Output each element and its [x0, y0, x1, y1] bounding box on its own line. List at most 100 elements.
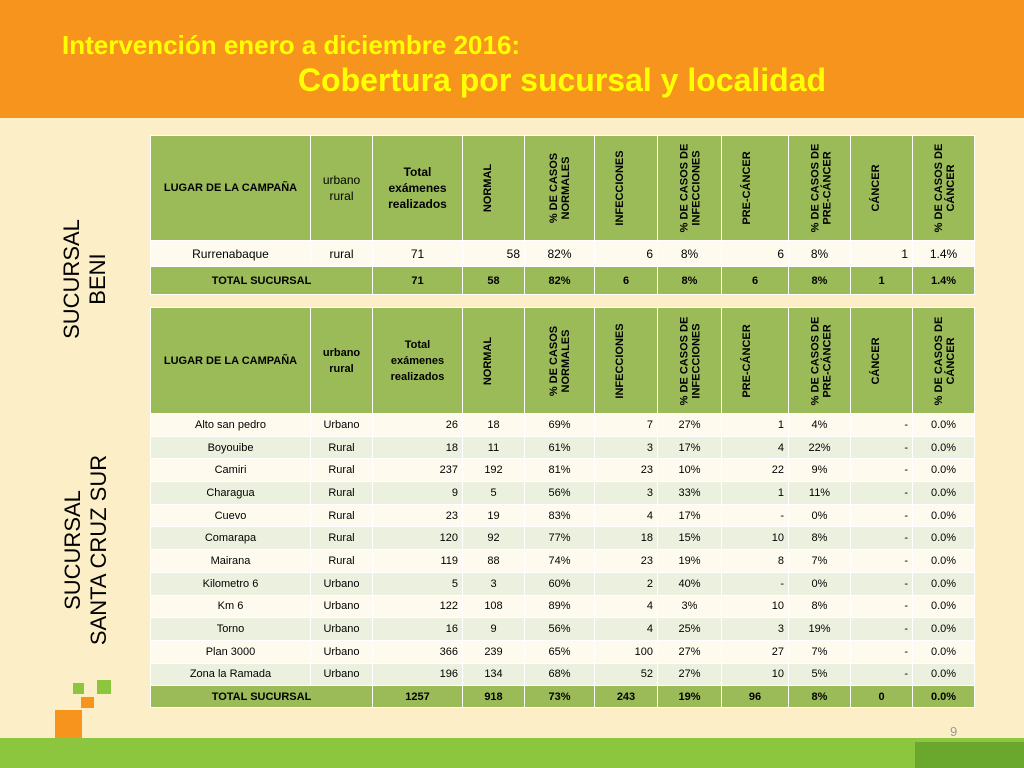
cell-pct-precancer: 5% [788, 662, 851, 687]
total-total: 1257 [372, 685, 463, 709]
table-row: Rurrenabaque rural 71 58 82% 6 8% 6 8% 1 1.4% [150, 240, 975, 267]
cell-pct-precancer: 8% [788, 526, 851, 551]
table-santa-cruz-sur: LUGAR DE LA CAMPAÑA urbano rural Total e… [150, 307, 975, 709]
cell-pct-normal: 68% [524, 662, 595, 687]
table-row: Kilometro 6 Urbano 5 3 60% 2 40% -0% -0.0% [150, 571, 975, 596]
cell-normal: 5 [462, 481, 525, 505]
cell-pct-normal: 82% [524, 240, 595, 267]
cell-lugar: Charagua [150, 481, 311, 505]
branch-label-line2: SANTA CRUZ SUR [86, 454, 111, 646]
cell-urbano: Urbano [310, 639, 373, 664]
cell-urbano: Rural [310, 435, 373, 460]
col-header-total: Total exámenes realizados [372, 307, 463, 414]
cell-infecciones: 6 [594, 240, 658, 267]
cell-pct-cancer: 1.4% [912, 240, 975, 267]
cell-pct-precancer: 4% [788, 413, 851, 437]
cell-pct-infecciones: 17% [657, 435, 722, 460]
cell-cancer: - [850, 458, 913, 483]
cell-infecciones: 4 [594, 503, 658, 528]
cell-pct-cancer: 0.0% [912, 458, 975, 483]
total-normal: 58 [462, 266, 525, 295]
cell-pct-precancer: 8% [788, 240, 851, 267]
cell-lugar: Rurrenabaque [150, 240, 311, 267]
decorative-square [97, 680, 111, 694]
cell-pct-cancer: 0.0% [912, 413, 975, 437]
cell-lugar: Camiri [150, 458, 311, 483]
cell-pct-infecciones: 19% [657, 549, 722, 573]
cell-pct-infecciones: 40% [657, 571, 722, 596]
cell-total: 120 [372, 526, 463, 551]
cell-precancer: 27 [721, 639, 789, 664]
cell-pct-infecciones: 8% [657, 240, 722, 267]
total-normal: 918 [462, 685, 525, 709]
cell-lugar: Torno [150, 617, 311, 641]
cell-lugar: Kilometro 6 [150, 571, 311, 596]
cell-normal: 58 [462, 240, 525, 267]
cell-infecciones: 4 [594, 594, 658, 619]
cell-infecciones: 23 [594, 458, 658, 483]
cell-cancer: - [850, 481, 913, 505]
col-header-normal: NORMAL [462, 307, 525, 414]
cell-pct-cancer: 0.0% [912, 481, 975, 505]
col-header-precancer: PRE-CÁNCER [721, 307, 789, 414]
total-infecciones: 243 [594, 685, 658, 709]
cell-normal: 18 [462, 413, 525, 437]
cell-pct-normal: 69% [524, 413, 595, 437]
cell-pct-cancer: 0.0% [912, 503, 975, 528]
cell-pct-cancer: 0.0% [912, 571, 975, 596]
total-row: TOTAL SUCURSAL 71 58 82% 6 8% 6 8% 1 1.4% [150, 266, 975, 295]
cell-lugar: Plan 3000 [150, 639, 311, 664]
cell-cancer: 1 [850, 240, 913, 267]
decorative-square [81, 697, 94, 708]
total-total: 71 [372, 266, 463, 295]
cell-normal: 3 [462, 571, 525, 596]
cell-total: 16 [372, 617, 463, 641]
cell-pct-infecciones: 25% [657, 617, 722, 641]
cell-cancer: - [850, 435, 913, 460]
col-header-normal: NORMAL [462, 135, 525, 241]
col-header-pct-infecciones: % DE CASOS DE INFECCIONES [657, 135, 722, 241]
col-header-urbano-rural: urbano rural [310, 307, 373, 414]
col-header-infecciones: INFECCIONES [594, 135, 658, 241]
cell-pct-precancer: 19% [788, 617, 851, 641]
cell-normal: 88 [462, 549, 525, 573]
cell-pct-infecciones: 27% [657, 639, 722, 664]
col-header-pct-cancer: % DE CASOS DE CÁNCER [912, 135, 975, 241]
total-pct-precancer: 8% [788, 685, 851, 709]
table-row: Boyouibe Rural 18 11 61% 3 17% 4 22% -0.0% [150, 435, 975, 460]
branch-label-line1: SUCURSAL [60, 490, 85, 610]
table-row: Cuevo Rural 23 19 83% 4 17% -0% -0.0% [150, 503, 975, 528]
cell-infecciones: 18 [594, 526, 658, 551]
footer-bar [0, 738, 1024, 768]
cell-pct-precancer: 11% [788, 481, 851, 505]
cell-urbano: Rural [310, 549, 373, 573]
col-header-urbano-rural: urbano rural [310, 135, 373, 241]
cell-pct-normal: 77% [524, 526, 595, 551]
total-pct-infecciones: 8% [657, 266, 722, 295]
cell-infecciones: 100 [594, 639, 658, 664]
cell-infecciones: 3 [594, 481, 658, 505]
cell-pct-normal: 89% [524, 594, 595, 619]
cell-infecciones: 3 [594, 435, 658, 460]
cell-pct-precancer: 0% [788, 503, 851, 528]
slide-subtitle: Intervención enero a diciembre 2016: [62, 30, 521, 60]
cell-pct-cancer: 0.0% [912, 662, 975, 687]
cell-normal: 9 [462, 617, 525, 641]
table-row: Torno Urbano 16 9 56% 4 25% 3 19% -0.0% [150, 617, 975, 641]
cell-precancer: 1 [721, 481, 789, 505]
cell-pct-cancer: 0.0% [912, 594, 975, 619]
cell-total: 26 [372, 413, 463, 437]
branch-label-line1: SUCURSAL [59, 219, 84, 339]
table-row: Zona la Ramada Urbano 196 134 68% 52 27% 10 5% -0… [150, 662, 975, 687]
cell-precancer: 4 [721, 435, 789, 460]
total-pct-infecciones: 19% [657, 685, 722, 709]
col-header-pct-normal: % DE CASOS NORMALES [524, 135, 595, 241]
cell-pct-precancer: 0% [788, 571, 851, 596]
total-pct-normal: 82% [524, 266, 595, 295]
cell-cancer: - [850, 617, 913, 641]
cell-urbano: Rural [310, 481, 373, 505]
total-pct-cancer: 1.4% [912, 266, 975, 295]
cell-normal: 92 [462, 526, 525, 551]
col-header-pct-infecciones: % DE CASOS DE INFECCIONES [657, 307, 722, 414]
cell-pct-cancer: 0.0% [912, 617, 975, 641]
